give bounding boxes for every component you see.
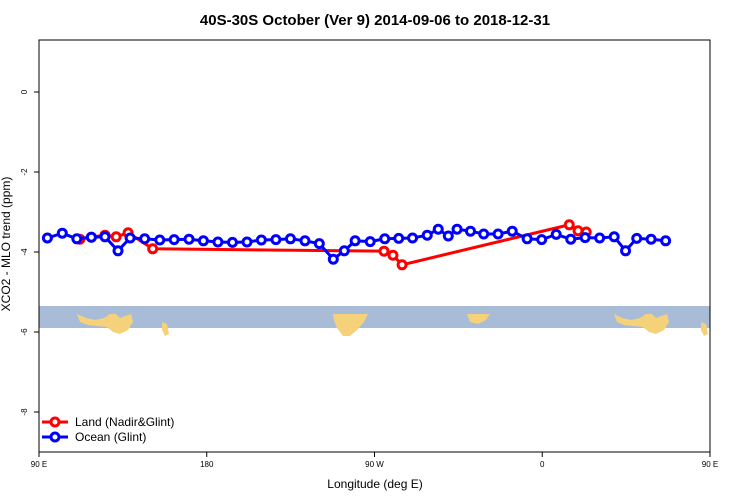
- x-tick-label: 90 E: [31, 460, 47, 469]
- data-point: [378, 245, 390, 257]
- map-land: [333, 314, 368, 336]
- data-point: [139, 233, 151, 245]
- x-tick-label: 0: [540, 460, 545, 469]
- data-point: [387, 249, 399, 261]
- data-point: [197, 235, 209, 247]
- plot-frame: [38, 39, 711, 453]
- data-point: [645, 233, 657, 245]
- y-axis-label: XCO2 - MLO trend (ppm): [0, 177, 13, 312]
- map-land: [162, 322, 169, 336]
- data-point: [432, 223, 444, 235]
- map-ocean: [39, 306, 710, 328]
- legend-swatch-marker: [49, 431, 61, 443]
- chart-title: 40S-30S October (Ver 9) 2014-09-06 to 20…: [200, 12, 550, 29]
- x-tick-label: 180: [200, 460, 214, 469]
- data-point: [464, 225, 476, 237]
- x-tick-label: 90 W: [365, 460, 384, 469]
- data-point: [338, 245, 350, 257]
- data-point: [631, 232, 643, 244]
- series-line: [46, 227, 666, 262]
- data-point: [270, 234, 282, 246]
- data-point: [393, 232, 405, 244]
- data-point: [620, 245, 632, 257]
- data-point: [565, 233, 577, 245]
- data-point: [407, 232, 419, 244]
- legend-label: Land (Nadir&Glint): [75, 415, 174, 429]
- data-point: [299, 235, 311, 247]
- data-point: [563, 219, 575, 231]
- data-point: [660, 235, 672, 247]
- y-tick-label: -8: [20, 408, 29, 416]
- y-tick-label: -6: [20, 328, 29, 336]
- data-point: [572, 225, 584, 237]
- series-ocean: [41, 223, 672, 265]
- map-land: [614, 314, 669, 334]
- data-point: [536, 234, 548, 246]
- y-tick-label: 0: [20, 89, 29, 94]
- data-point: [255, 234, 267, 246]
- x-axis-label: Longitude (deg E): [327, 477, 422, 491]
- data-point: [579, 232, 591, 244]
- data-point: [112, 245, 124, 257]
- data-point: [521, 233, 533, 245]
- data-point: [241, 236, 253, 248]
- data-point: [506, 225, 518, 237]
- data-point: [608, 231, 620, 243]
- data-point: [41, 232, 53, 244]
- x-tick-label: 90 E: [702, 460, 718, 469]
- data-point: [85, 231, 97, 243]
- data-point: [550, 228, 562, 240]
- legend-swatch-marker: [49, 416, 61, 428]
- data-point: [396, 259, 408, 271]
- data-point: [492, 228, 504, 240]
- map-land: [467, 314, 490, 324]
- data-point: [212, 236, 224, 248]
- series-layer: [41, 219, 672, 271]
- data-point: [284, 233, 296, 245]
- data-point: [154, 234, 166, 246]
- data-point: [168, 234, 180, 246]
- data-point: [56, 227, 68, 239]
- data-point: [71, 233, 83, 245]
- data-point: [421, 229, 433, 241]
- map-strip: [39, 306, 710, 336]
- legend: Land (Nadir&Glint)Ocean (Glint): [42, 415, 174, 444]
- data-point: [226, 236, 238, 248]
- data-point: [147, 243, 159, 255]
- data-point: [124, 232, 136, 244]
- data-point: [379, 233, 391, 245]
- axes: 90 E 180 90 W 0 90 E 0 -2 -4 -6 -8: [20, 39, 718, 469]
- y-tick-label: -2: [20, 168, 29, 176]
- map-land: [701, 322, 708, 336]
- y-tick-label: -4: [20, 248, 29, 256]
- legend-label: Ocean (Glint): [75, 430, 146, 444]
- data-point: [451, 223, 463, 235]
- data-point: [442, 230, 454, 242]
- data-point: [183, 233, 195, 245]
- data-point: [110, 231, 122, 243]
- data-point: [478, 228, 490, 240]
- data-point: [99, 231, 111, 243]
- data-point: [313, 238, 325, 250]
- data-point: [364, 236, 376, 248]
- map-land: [77, 314, 133, 334]
- data-point: [327, 253, 339, 265]
- data-point: [594, 232, 606, 244]
- data-point: [349, 235, 361, 247]
